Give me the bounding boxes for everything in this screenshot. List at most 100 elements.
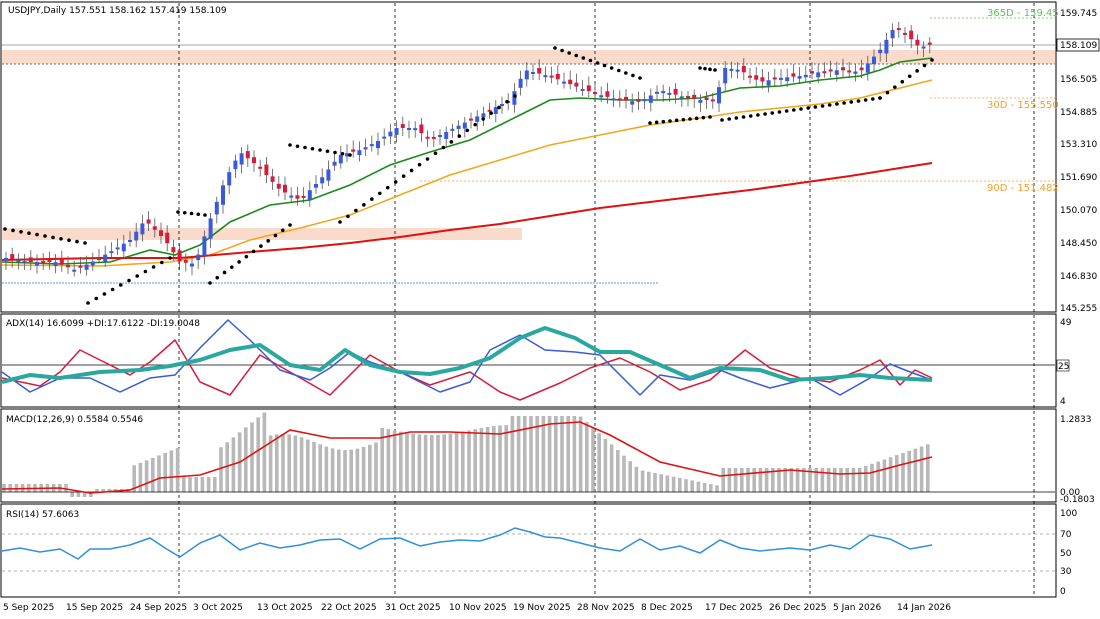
candle-body: [221, 185, 225, 205]
candle-body: [159, 230, 163, 236]
candle-body: [382, 136, 387, 139]
sar-dot: [777, 110, 782, 114]
macd-bar: [696, 481, 701, 492]
sar-dot: [863, 98, 868, 102]
macd-bar: [901, 452, 905, 492]
candle-body: [276, 183, 281, 189]
candle-body: [345, 153, 349, 157]
sar-dot: [102, 292, 107, 296]
candle-body: [264, 164, 269, 176]
macd-bar: [399, 431, 403, 492]
sar-dot: [449, 140, 454, 144]
macd-bar: [268, 435, 273, 492]
candle-body: [841, 67, 845, 71]
candle-body: [202, 236, 207, 256]
sar-dot: [799, 107, 803, 111]
macd-bar: [616, 450, 620, 492]
date-tick: 5 Sep 2025: [3, 603, 54, 613]
macd-bar: [219, 447, 223, 492]
sar-dot: [602, 63, 607, 68]
sar-dot: [259, 244, 263, 248]
sar-dot: [346, 214, 350, 219]
sar-dot: [871, 97, 875, 101]
sar-dot: [385, 185, 390, 190]
candle-body: [239, 153, 244, 165]
sar-dot: [151, 265, 156, 269]
sar-dot: [701, 115, 706, 120]
macd-bar: [411, 433, 415, 492]
candle-body: [853, 71, 858, 74]
macd-title: MACD(12,26,9) 0.5584 0.5546: [6, 415, 143, 425]
sar-dot: [708, 67, 712, 72]
macd-bar: [603, 438, 608, 492]
sar-dot: [3, 227, 7, 231]
macd-bar: [653, 473, 657, 492]
sar-dot: [930, 58, 934, 62]
macd-bar: [2, 484, 6, 492]
macd-bar: [467, 430, 471, 492]
date-axis: 5 Sep 2025 15 Sep 2025 24 Sep 2025 3 Oct…: [3, 603, 951, 613]
macd-bar: [132, 465, 136, 492]
candle-body: [78, 265, 83, 268]
macd-bar: [423, 434, 428, 492]
candle-body: [363, 147, 368, 150]
macd-bar: [671, 476, 676, 492]
sar-dot: [417, 162, 422, 167]
macd-bar: [281, 434, 285, 492]
resistance-zone: [2, 50, 1055, 64]
candle-body: [332, 161, 337, 166]
macd-bar: [622, 455, 626, 492]
candle-body: [469, 118, 473, 121]
macd-bar: [293, 435, 298, 492]
sar-dot: [182, 210, 187, 215]
sar-dot: [609, 66, 614, 70]
support-zone: [2, 228, 522, 240]
sar-dot: [59, 237, 63, 241]
candlesticks[interactable]: [4, 21, 932, 277]
candle-body: [636, 98, 641, 102]
level-30d-label: 30D - 155.550: [987, 100, 1059, 111]
macd-bar: [318, 444, 322, 492]
sar-dot: [288, 143, 292, 147]
sar-dot: [196, 212, 201, 217]
candle-body: [196, 254, 201, 261]
sar-dot: [674, 118, 679, 123]
sar-dot: [907, 74, 912, 79]
macd-bar: [789, 468, 794, 492]
candle-body: [828, 69, 833, 72]
macd-tick: 1.2833: [1060, 415, 1092, 425]
candle-body: [543, 75, 548, 78]
candle-body: [413, 128, 418, 131]
macd-bar: [547, 416, 552, 492]
sar-dot: [86, 301, 90, 305]
candle-body: [109, 251, 114, 254]
sar-dot: [473, 122, 478, 127]
sar-dot: [11, 228, 15, 233]
sar-dot: [425, 157, 430, 161]
date-tick: 8 Dec 2025: [641, 603, 693, 613]
candle-body: [146, 219, 151, 224]
sar-dot: [393, 180, 398, 184]
candle-body: [915, 39, 920, 46]
candle-body: [822, 71, 827, 74]
candle-body: [574, 82, 579, 87]
macd-bar: [578, 416, 583, 492]
macd-bar: [566, 416, 570, 492]
candle-body: [487, 109, 492, 112]
sar-dot: [734, 116, 739, 120]
candle-body: [847, 70, 852, 73]
candle-body: [673, 88, 678, 95]
candle-body: [307, 190, 312, 201]
candle-body: [41, 260, 46, 263]
candle-body: [152, 226, 157, 230]
candle-body: [872, 56, 876, 65]
candle-body: [400, 124, 405, 128]
date-tick: 28 Nov 2025: [577, 603, 635, 613]
macd-bar: [70, 492, 74, 497]
sar-dot: [842, 101, 846, 105]
sar-dot: [295, 144, 300, 149]
sar-dot: [813, 105, 818, 109]
macd-bar: [101, 489, 105, 492]
macd-bar: [628, 461, 632, 492]
